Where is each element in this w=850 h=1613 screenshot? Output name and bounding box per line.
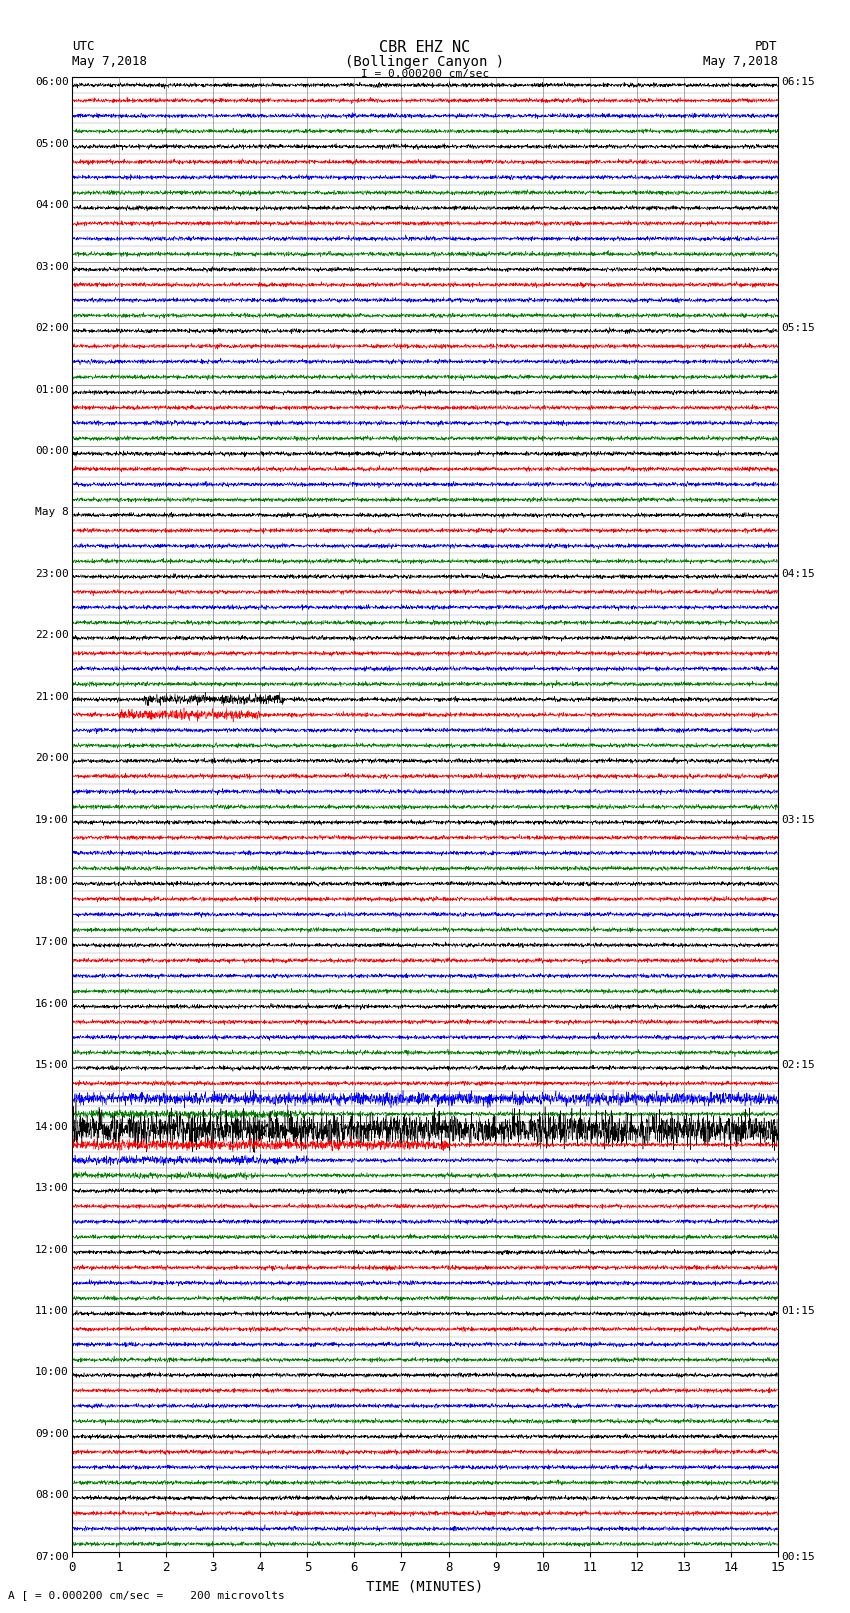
Text: 00:15: 00:15: [781, 1552, 815, 1561]
Text: May 7,2018: May 7,2018: [703, 55, 778, 68]
Text: 11:00: 11:00: [35, 1307, 69, 1316]
Text: 00:00: 00:00: [35, 447, 69, 456]
Text: 10:00: 10:00: [35, 1368, 69, 1378]
Text: 01:15: 01:15: [781, 1307, 815, 1316]
Text: PDT: PDT: [756, 40, 778, 53]
Text: 05:00: 05:00: [35, 139, 69, 148]
Text: 04:15: 04:15: [781, 569, 815, 579]
Text: 15:00: 15:00: [35, 1060, 69, 1071]
Text: 18:00: 18:00: [35, 876, 69, 886]
Text: I = 0.000200 cm/sec: I = 0.000200 cm/sec: [361, 69, 489, 79]
Text: 06:00: 06:00: [35, 77, 69, 87]
Text: 08:00: 08:00: [35, 1490, 69, 1500]
Text: 20:00: 20:00: [35, 753, 69, 763]
Text: 14:00: 14:00: [35, 1121, 69, 1132]
Text: 09:00: 09:00: [35, 1429, 69, 1439]
Text: 19:00: 19:00: [35, 815, 69, 824]
Text: 22:00: 22:00: [35, 631, 69, 640]
Text: 13:00: 13:00: [35, 1184, 69, 1194]
Text: 04:00: 04:00: [35, 200, 69, 210]
Text: A [ = 0.000200 cm/sec =    200 microvolts: A [ = 0.000200 cm/sec = 200 microvolts: [8, 1590, 286, 1600]
Text: May 7,2018: May 7,2018: [72, 55, 147, 68]
Text: 02:15: 02:15: [781, 1060, 815, 1071]
Text: 17:00: 17:00: [35, 937, 69, 947]
Text: 07:00: 07:00: [35, 1552, 69, 1561]
Text: 03:00: 03:00: [35, 261, 69, 271]
Text: 16:00: 16:00: [35, 998, 69, 1008]
X-axis label: TIME (MINUTES): TIME (MINUTES): [366, 1581, 484, 1594]
Text: CBR EHZ NC: CBR EHZ NC: [379, 40, 471, 55]
Text: 05:15: 05:15: [781, 323, 815, 334]
Text: 02:00: 02:00: [35, 323, 69, 334]
Text: 03:15: 03:15: [781, 815, 815, 824]
Text: (Bollinger Canyon ): (Bollinger Canyon ): [345, 55, 505, 69]
Text: 06:15: 06:15: [781, 77, 815, 87]
Text: May 8: May 8: [35, 508, 69, 518]
Text: 21:00: 21:00: [35, 692, 69, 702]
Text: 01:00: 01:00: [35, 384, 69, 395]
Text: 12:00: 12:00: [35, 1245, 69, 1255]
Text: UTC: UTC: [72, 40, 94, 53]
Text: 23:00: 23:00: [35, 569, 69, 579]
